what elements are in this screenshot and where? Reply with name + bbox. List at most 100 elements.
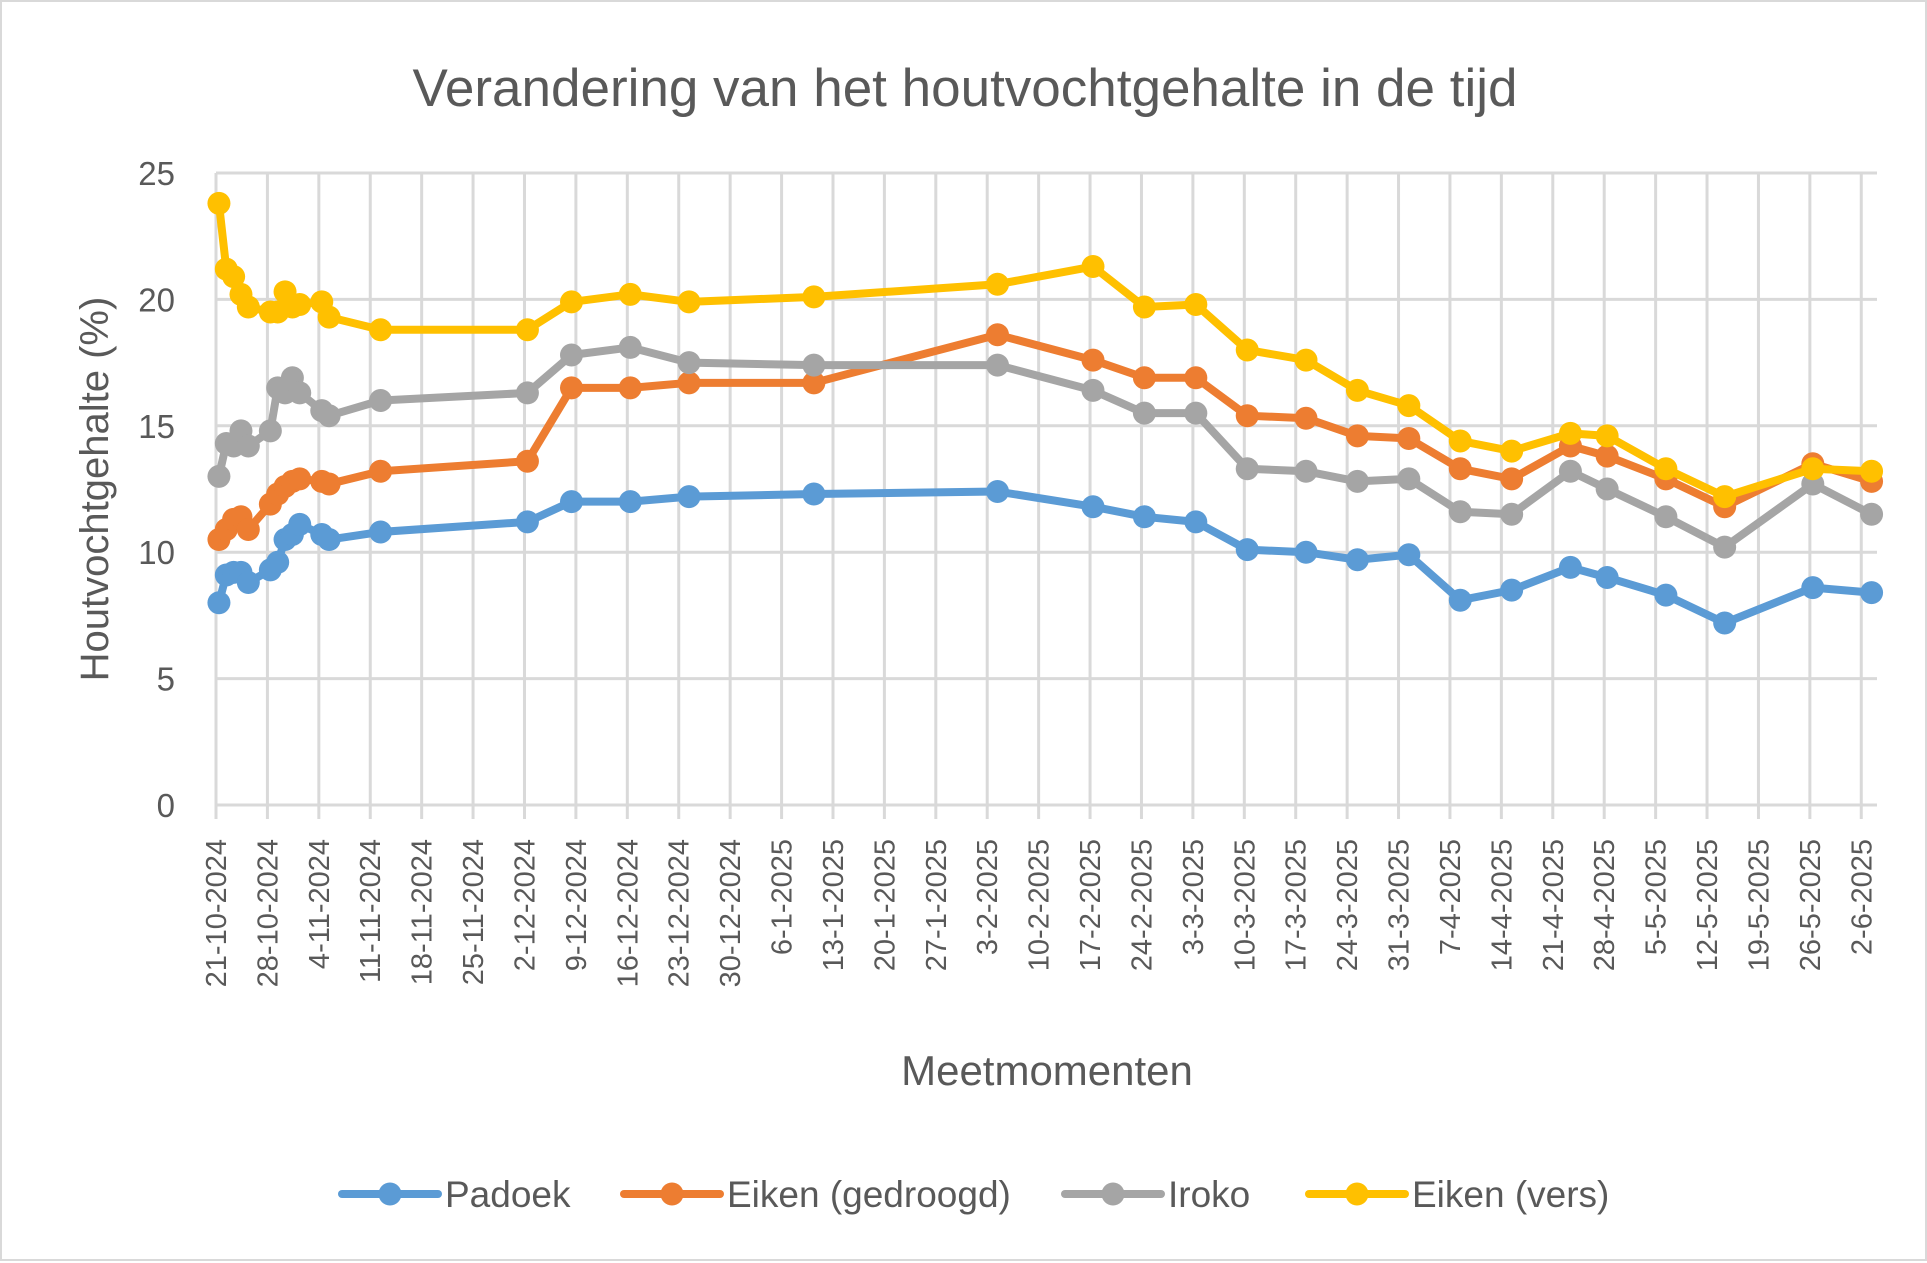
data-point [802,353,826,377]
data-point [1132,505,1156,529]
x-tick-label: 11-11-2024 [355,839,387,983]
data-point [677,290,701,314]
data-point [1595,444,1619,468]
y-axis-title: Houtvochtgehalte (%) [73,297,117,682]
x-axis-ticks: 21-10-2024 28-10-2024 4-11-2024 11-11-2024 1… [201,805,1878,987]
x-tick-label: 7-4-2025 [1435,839,1467,955]
data-point [802,482,826,506]
y-tick-label: 15 [138,408,175,445]
x-tick-label: 26-5-2025 [1795,839,1827,971]
x-tick-label: 6-1-2025 [767,839,799,955]
legend-label: Eiken (vers) [1412,1174,1609,1215]
data-point [1132,401,1156,425]
data-point [236,434,260,458]
data-point [1860,581,1884,605]
data-point [515,449,539,473]
data-point [1500,502,1524,526]
data-point [677,371,701,395]
data-point [1654,583,1678,607]
data-point [236,571,260,595]
data-point [559,490,583,514]
legend-marker-icon [1345,1182,1369,1206]
data-point [1235,404,1259,428]
data-point [1294,406,1318,430]
x-tick-label: 24-3-2025 [1332,839,1364,971]
data-point [1801,457,1825,481]
x-tick-label: 23-12-2024 [664,839,696,987]
x-tick-label: 28-4-2025 [1589,839,1621,971]
series-eiken-gedroogd [207,323,1884,552]
data-point [1345,548,1369,572]
data-point [288,292,312,316]
data-point [618,376,642,400]
data-point [1081,348,1105,372]
data-point [222,265,246,289]
legend-item: Iroko [1061,1174,1250,1215]
data-point [1448,500,1472,524]
data-point [1235,457,1259,481]
data-point [1558,459,1582,483]
x-tick-label: 14-4-2025 [1486,839,1518,971]
data-point [1595,565,1619,589]
x-tick-label: 13-1-2025 [818,839,850,971]
x-tick-label: 17-2-2025 [1075,839,1107,971]
x-tick-label: 30-12-2024 [715,839,747,987]
data-point [236,295,260,319]
data-point [986,353,1010,377]
data-point [802,371,826,395]
legend-marker-icon [1101,1182,1125,1206]
data-point [1595,477,1619,501]
data-point [618,335,642,359]
x-tick-label: 10-3-2025 [1229,839,1261,971]
data-point [1500,578,1524,602]
x-tick-label: 5-5-2025 [1641,839,1673,955]
data-point [1397,394,1421,418]
x-tick-label: 27-1-2025 [921,839,953,971]
gridlines [214,171,1877,807]
data-point [986,323,1010,347]
x-tick-label: 2-6-2025 [1846,839,1878,955]
data-point [369,389,393,413]
data-point [1294,348,1318,372]
y-tick-label: 25 [138,155,175,192]
series-padoek [207,480,1884,635]
data-point [1081,378,1105,402]
data-point [207,464,231,488]
data-point [317,305,341,329]
data-point [1397,467,1421,491]
series-line [214,330,1876,544]
data-point [1801,576,1825,600]
legend-item: Eiken (gedroogd) [620,1174,1011,1215]
data-point [515,381,539,405]
data-point [1184,401,1208,425]
data-point [1345,469,1369,493]
legend-item: Eiken (vers) [1305,1174,1609,1215]
x-tick-label: 19-5-2025 [1743,839,1775,971]
chart-title: Verandering van het houtvochtgehalte in … [413,59,1518,118]
data-point [1595,424,1619,448]
x-tick-label: 2-12-2024 [509,839,541,971]
x-axis-title: Meetmomenten [901,1047,1193,1094]
x-tick-label: 28-10-2024 [252,839,284,987]
data-point [1132,295,1156,319]
data-point [288,381,312,405]
data-point [288,467,312,491]
data-point [317,472,341,496]
x-tick-label: 4-11-2024 [304,839,336,969]
data-point [515,318,539,342]
series-group [207,191,1884,635]
data-point [317,528,341,552]
data-point [618,490,642,514]
data-point [1713,485,1737,509]
data-point [236,517,260,541]
x-tick-label: 31-3-2025 [1384,839,1416,971]
data-point [1713,535,1737,559]
data-point [258,419,282,443]
x-tick-label: 18-11-2024 [407,839,439,985]
x-tick-label: 24-2-2025 [1126,839,1158,971]
series-iroko [207,335,1884,559]
data-point [207,191,231,215]
data-point [1397,543,1421,567]
